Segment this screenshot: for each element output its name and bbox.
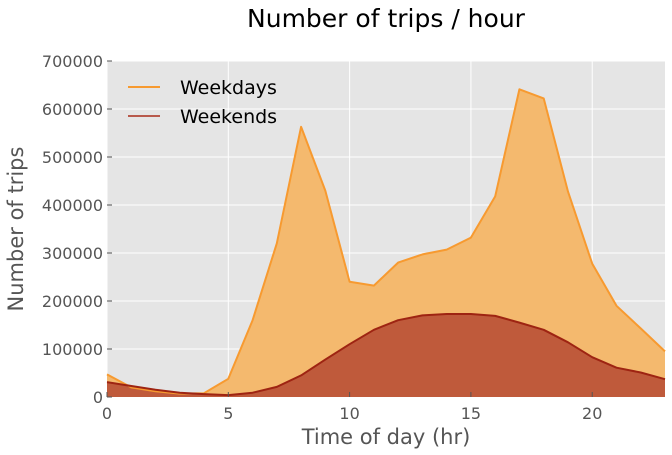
y-tick-label: 600000 [42, 100, 103, 119]
area-weekdays [107, 89, 665, 398]
x-tick-label: 15 [461, 404, 481, 423]
y-tick-labels: 0 100000 200000 300000 400000 500000 600000 700… [42, 52, 112, 407]
x-tick-label: 0 [102, 404, 112, 423]
y-axis-label: Number of trips [4, 147, 28, 312]
y-tick-label: 700000 [42, 52, 103, 71]
series-lines [106, 88, 666, 397]
x-tick-label: 20 [582, 404, 602, 423]
y-tick-label: 400000 [42, 196, 103, 215]
x-tick-label: 5 [223, 404, 233, 423]
legend-label-weekends: Weekends [180, 106, 277, 128]
line-weekends [106, 313, 666, 397]
x-tick-label: 10 [339, 404, 359, 423]
x-tick-labels: 0 5 10 15 20 [102, 392, 602, 423]
legend-label-weekdays: Weekdays [180, 77, 277, 99]
chart-title: Number of trips / hour [247, 4, 526, 33]
area-weekends [107, 314, 665, 397]
y-tick-label: 100000 [42, 340, 103, 359]
y-tick-label: 500000 [42, 148, 103, 167]
x-axis-label: Time of day (hr) [301, 425, 471, 449]
y-tick-label: 300000 [42, 244, 103, 263]
series-areas [107, 89, 665, 398]
legend: Weekdays Weekends [128, 77, 277, 128]
y-tick-label: 0 [93, 388, 103, 407]
y-tick-label: 200000 [42, 292, 103, 311]
